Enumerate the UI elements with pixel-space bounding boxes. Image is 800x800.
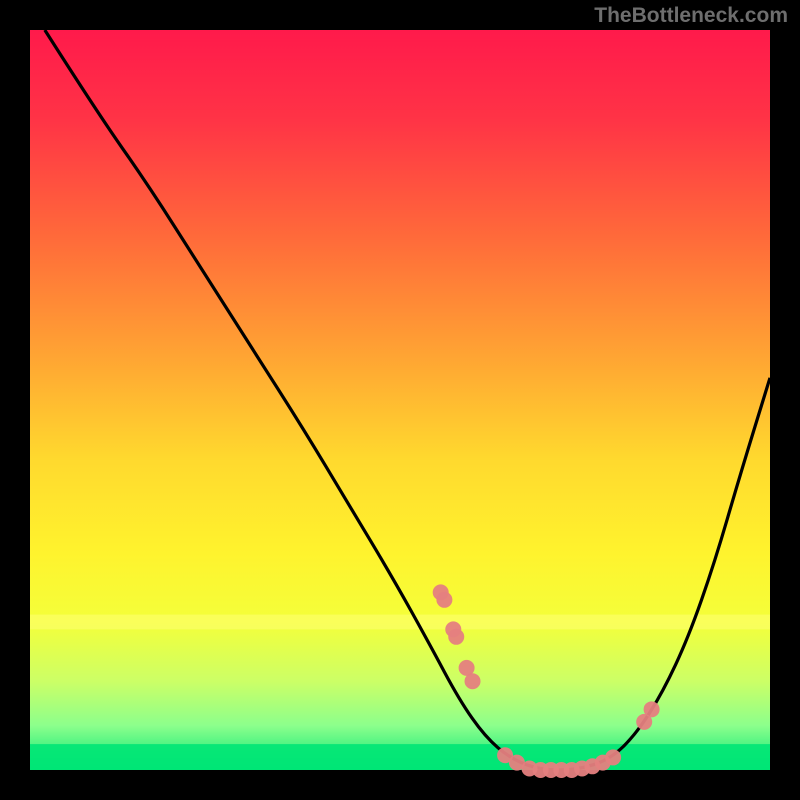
attribution-text: TheBottleneck.com [594,4,788,28]
bottleneck-chart [0,0,800,800]
data-marker [605,749,621,765]
data-marker [436,592,452,608]
data-marker [465,673,481,689]
data-marker [644,701,660,717]
chart-stage: { "attribution": "TheBottleneck.com", "c… [0,0,800,800]
plot-background [30,30,770,770]
data-marker [448,629,464,645]
